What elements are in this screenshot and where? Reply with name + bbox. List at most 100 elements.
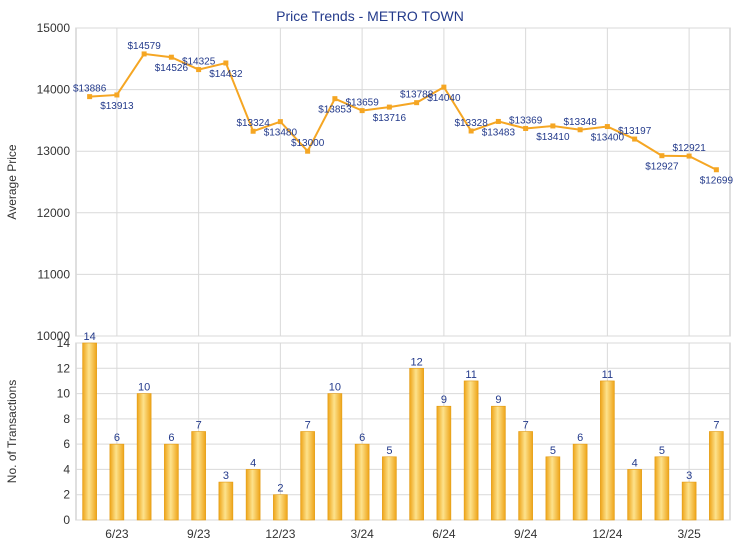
price-point (87, 94, 93, 100)
transaction-bar-label: 12 (411, 356, 423, 368)
price-point (713, 167, 719, 173)
bar-plot-frame (75, 342, 731, 521)
transaction-bar (681, 481, 697, 521)
transaction-bar (382, 456, 397, 521)
price-point (550, 123, 556, 129)
transaction-bar (491, 405, 506, 521)
transaction-bar (709, 431, 724, 521)
price-point (359, 108, 365, 114)
price-point-label: $13788 (400, 90, 434, 101)
transaction-bar (109, 443, 125, 521)
price-point-label: $14040 (427, 93, 461, 104)
price-point-label: $13480 (264, 128, 298, 139)
price-point-label: $14526 (155, 63, 189, 74)
price-point-label: $13886 (73, 84, 107, 95)
transaction-bar-label: 6 (168, 432, 174, 444)
transaction-bar-label: 4 (250, 457, 256, 469)
bar-y-tick-label: 12 (57, 361, 71, 375)
transaction-bar-label: 5 (550, 445, 556, 457)
price-point (441, 84, 447, 90)
price-point-label: $13197 (618, 126, 652, 137)
transaction-bar-label: 5 (386, 445, 392, 457)
transaction-bar-label: 9 (495, 394, 501, 406)
x-tick-label: 9/23 (187, 527, 211, 541)
price-point-label: $12927 (645, 162, 679, 173)
price-point (414, 100, 420, 106)
price-point-label: $13324 (236, 118, 270, 129)
transaction-bar (627, 469, 642, 521)
x-tick-label: 12/24 (592, 527, 622, 541)
transaction-bar (654, 456, 670, 521)
bar-y-tick-label: 10 (57, 387, 71, 401)
price-point-label: $13348 (563, 117, 597, 128)
transaction-bar-label: 10 (329, 382, 341, 394)
line-y-tick-label: 15000 (37, 21, 71, 35)
price-point-label: $12921 (672, 143, 706, 154)
line-y-tick-label: 11000 (38, 267, 71, 281)
price-point (168, 54, 174, 60)
price-point (495, 118, 501, 124)
bar-y-tick-label: 6 (63, 437, 70, 451)
chart-title: Price Trends - METRO TOWN (276, 8, 464, 24)
line-y-tick-label: 14000 (37, 83, 71, 97)
price-point-label: $13369 (509, 115, 543, 126)
transaction-bar (409, 367, 424, 521)
price-point (659, 153, 665, 159)
transaction-bar (327, 393, 343, 521)
x-tick-label: 3/25 (677, 527, 701, 541)
x-tick-label: 6/23 (105, 527, 129, 541)
transaction-bar (354, 443, 370, 521)
price-point-label: $13913 (100, 101, 134, 112)
line-y-axis-label: Average Price (5, 144, 19, 219)
price-point-label: $13716 (373, 113, 407, 124)
transaction-bar-label: 6 (359, 432, 365, 444)
transaction-bar (300, 431, 315, 521)
transaction-bar-label: 11 (602, 369, 613, 381)
transaction-bar (572, 443, 588, 521)
transaction-bar-label: 4 (632, 457, 638, 469)
bar-y-axis-label: No. of Transactions (5, 380, 19, 483)
transaction-bar (518, 431, 533, 521)
price-series-line (89, 52, 717, 171)
transaction-bar-label: 2 (277, 483, 283, 495)
price-point (468, 128, 474, 134)
transaction-bar (164, 443, 179, 521)
price-point-label: $13328 (454, 118, 488, 129)
transaction-bar-label: 5 (659, 445, 665, 457)
x-tick-label: 3/24 (350, 527, 374, 541)
transaction-bar (245, 469, 261, 521)
bar-y-tick-label: 8 (63, 412, 70, 426)
transaction-bar (463, 380, 479, 521)
transaction-bar-label: 6 (114, 432, 120, 444)
price-point (223, 60, 229, 66)
price-point (114, 92, 120, 98)
x-tick-label: 6/24 (432, 527, 456, 541)
line-y-tick-label: 13000 (37, 144, 71, 158)
transaction-bar (82, 342, 97, 521)
transaction-bar-label: 3 (686, 470, 692, 482)
transaction-bar-label: 7 (523, 420, 529, 432)
price-point-label: $14579 (127, 41, 161, 52)
x-tick-label: 12/23 (265, 527, 295, 541)
price-point (250, 128, 256, 134)
bar-y-tick-label: 2 (63, 488, 70, 502)
transaction-bar (136, 393, 152, 521)
price-point-label: $13400 (591, 133, 625, 144)
transaction-bar (436, 405, 452, 521)
price-point (686, 153, 692, 159)
transaction-bar-label: 7 (713, 420, 719, 432)
price-point (604, 124, 610, 130)
transactions-bar-panel: 0 2 4 6 8 10 12 14 6/23 9/23 12/23 3/24 6/24 9/24 12/2… (5, 331, 731, 541)
price-point (196, 67, 202, 73)
transaction-bar-label: 7 (305, 420, 311, 432)
transaction-bar (545, 456, 561, 521)
transaction-bar-label: 7 (196, 420, 202, 432)
price-point-label: $13000 (291, 138, 325, 149)
line-y-tick-label: 12000 (37, 206, 71, 220)
price-point-label: $13853 (318, 105, 352, 116)
transaction-bar (191, 431, 206, 521)
price-line-panel: 10000 11000 12000 13000 14000 15000 Average Pr… (5, 21, 733, 343)
x-tick-label: 9/24 (514, 527, 538, 541)
line-y-tick-label: 10000 (37, 329, 71, 343)
